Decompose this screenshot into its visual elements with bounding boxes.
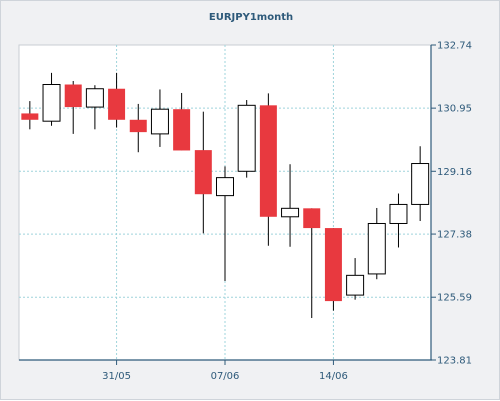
candles [21,72,430,319]
candle-body-down [173,109,191,151]
candle [411,146,430,222]
chart-title: EURJPY1month [208,12,294,23]
candle-body-up [216,177,234,197]
x-tick-label: 14/06 [319,371,348,382]
candle-body-up [42,84,61,122]
x-tick-label: 31/05 [102,371,131,382]
candle [85,85,104,130]
candle [303,208,321,319]
candle-body-down [64,84,82,108]
candle-body-up [411,163,430,205]
tick-labels: 132.74 130.95 129.16 127.38 125.59 123.81 31/0… [102,41,472,383]
candle-body-up [389,203,408,224]
candle [216,166,234,281]
candle-body-down [303,208,321,229]
axes [19,44,436,365]
candle [389,193,408,248]
candle-body-down [324,228,342,302]
candle [108,72,126,128]
candle-body-up [367,222,386,275]
candle-body-down [194,150,212,195]
y-tick-label: 130.95 [437,104,472,115]
candle [21,101,39,130]
candle [346,258,365,300]
candle [42,72,61,126]
candle [194,111,212,234]
candle-body-up [346,274,365,296]
candle [324,228,342,311]
y-tick-label: 123.81 [437,356,472,367]
candle [150,89,169,147]
candle [129,103,147,153]
candle-body-up [281,207,300,218]
candle [367,207,386,280]
candle [281,164,300,247]
candle-body-down [108,88,126,120]
candle-body-down [21,113,39,120]
x-tick-label: 07/06 [211,371,240,382]
y-tick-label: 127.38 [437,230,472,241]
y-tick-label: 132.74 [437,41,472,52]
candle-body-up [150,108,169,135]
y-tick-label: 125.59 [437,293,472,304]
candle [237,100,256,178]
candle [173,92,191,151]
y-tick-label: 129.16 [437,167,472,178]
candle-body-up [85,88,104,108]
candle-body-up [237,104,256,172]
candle-body-down [259,105,277,217]
candle [259,93,277,246]
candle [64,80,82,134]
candle-body-down [129,119,147,133]
